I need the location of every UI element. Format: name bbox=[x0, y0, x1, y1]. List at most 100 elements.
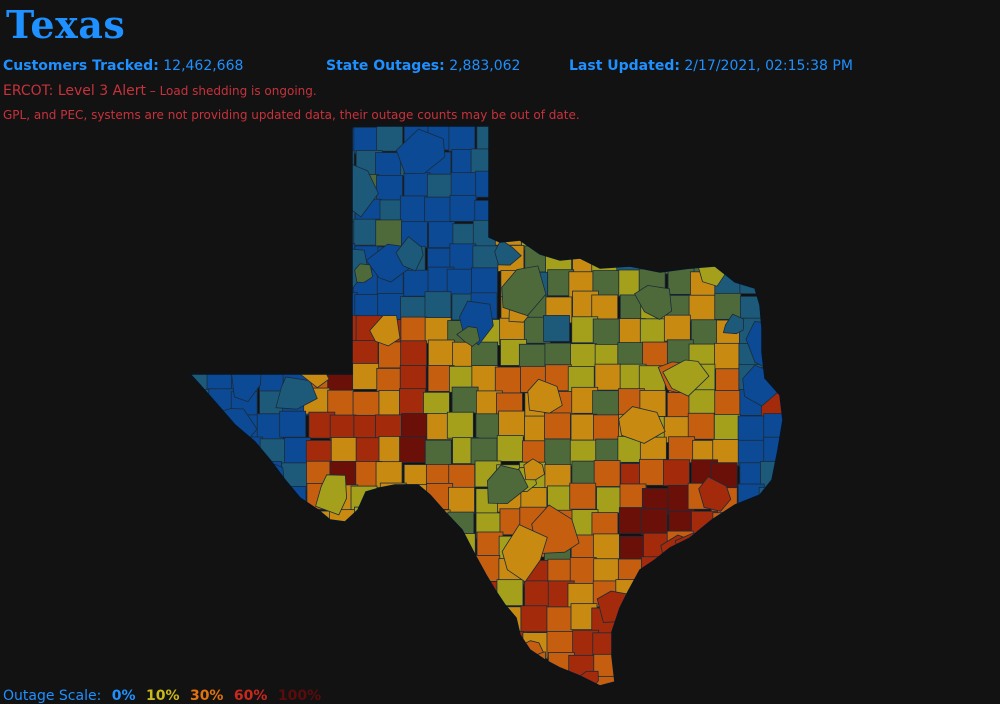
county-shape[interactable] bbox=[317, 606, 339, 627]
county-shape[interactable] bbox=[428, 221, 455, 249]
county-shape[interactable] bbox=[496, 435, 524, 462]
county-shape[interactable] bbox=[232, 343, 260, 371]
county-shape[interactable] bbox=[687, 583, 715, 611]
county-shape[interactable] bbox=[399, 365, 427, 392]
county-shape[interactable] bbox=[782, 314, 809, 342]
county-shape[interactable] bbox=[187, 125, 214, 152]
county-shape[interactable] bbox=[789, 629, 815, 655]
county-shape[interactable] bbox=[523, 458, 545, 481]
county-shape[interactable] bbox=[279, 173, 307, 201]
county-shape[interactable] bbox=[448, 125, 476, 152]
county-shape[interactable] bbox=[446, 675, 474, 702]
county-shape[interactable] bbox=[690, 535, 718, 562]
county-shape[interactable] bbox=[544, 438, 572, 466]
county-shape[interactable] bbox=[543, 199, 571, 227]
county-shape[interactable] bbox=[395, 236, 424, 272]
county-shape[interactable] bbox=[715, 243, 743, 271]
county-shape[interactable] bbox=[593, 558, 621, 586]
county-shape[interactable] bbox=[187, 655, 214, 683]
county-shape[interactable] bbox=[282, 650, 310, 678]
county-shape[interactable] bbox=[501, 265, 547, 317]
county-shape[interactable] bbox=[281, 631, 309, 659]
county-shape[interactable] bbox=[638, 579, 666, 607]
county-shape[interactable] bbox=[208, 608, 236, 635]
county-shape[interactable] bbox=[762, 319, 789, 346]
county-shape[interactable] bbox=[184, 295, 211, 323]
county-shape[interactable] bbox=[304, 171, 332, 198]
county-shape[interactable] bbox=[619, 483, 647, 511]
county-shape[interactable] bbox=[304, 315, 332, 343]
county-shape[interactable] bbox=[762, 198, 789, 226]
county-shape[interactable] bbox=[495, 653, 523, 681]
county-shape[interactable] bbox=[447, 604, 475, 632]
county-shape[interactable] bbox=[688, 171, 716, 199]
county-shape[interactable] bbox=[399, 508, 427, 536]
county-shape[interactable] bbox=[189, 414, 216, 442]
county-shape[interactable] bbox=[643, 244, 671, 272]
county-shape[interactable] bbox=[711, 162, 751, 197]
county-shape[interactable] bbox=[304, 560, 332, 588]
county-shape[interactable] bbox=[186, 604, 213, 631]
county-shape[interactable] bbox=[330, 602, 358, 630]
county-shape[interactable] bbox=[257, 340, 285, 368]
county-shape[interactable] bbox=[185, 244, 212, 272]
county-shape[interactable] bbox=[618, 406, 666, 444]
county-shape[interactable] bbox=[641, 628, 669, 656]
county-shape[interactable] bbox=[229, 177, 266, 234]
county-shape[interactable] bbox=[578, 670, 599, 692]
county-shape[interactable] bbox=[521, 198, 549, 226]
county-shape[interactable] bbox=[695, 639, 731, 681]
county-shape[interactable] bbox=[499, 151, 527, 179]
county-shape[interactable] bbox=[207, 651, 235, 679]
county-shape[interactable] bbox=[427, 339, 455, 367]
county-shape[interactable] bbox=[785, 272, 811, 298]
county-shape[interactable] bbox=[544, 412, 571, 440]
county-shape[interactable] bbox=[738, 197, 766, 225]
county-shape[interactable] bbox=[399, 195, 427, 223]
county-shape[interactable] bbox=[330, 437, 358, 464]
county-shape[interactable] bbox=[279, 531, 307, 559]
county-shape[interactable] bbox=[758, 607, 785, 634]
county-shape[interactable] bbox=[187, 272, 214, 299]
county-shape[interactable] bbox=[377, 293, 405, 320]
county-shape[interactable] bbox=[379, 602, 406, 630]
county-shape[interactable] bbox=[494, 239, 522, 266]
county-shape[interactable] bbox=[763, 267, 790, 295]
county-shape[interactable] bbox=[426, 173, 454, 201]
county-shape[interactable] bbox=[375, 557, 402, 585]
county-shape[interactable] bbox=[764, 656, 791, 684]
county-shape[interactable] bbox=[186, 195, 213, 222]
county-shape[interactable] bbox=[332, 314, 359, 342]
county-shape[interactable] bbox=[212, 316, 239, 343]
county-shape[interactable] bbox=[448, 486, 475, 514]
county-shape[interactable] bbox=[208, 271, 236, 298]
county-shape[interactable] bbox=[352, 391, 380, 418]
county-shape[interactable] bbox=[690, 654, 717, 681]
county-shape[interactable] bbox=[256, 534, 284, 562]
county-shape[interactable] bbox=[739, 675, 767, 701]
county-shape[interactable] bbox=[424, 439, 452, 467]
county-shape[interactable] bbox=[328, 243, 356, 270]
county-shape[interactable] bbox=[447, 580, 475, 608]
county-shape[interactable] bbox=[788, 175, 814, 201]
county-shape[interactable] bbox=[713, 414, 741, 441]
county-shape[interactable] bbox=[739, 267, 767, 295]
county-shape[interactable] bbox=[690, 319, 718, 347]
county-shape[interactable] bbox=[206, 462, 234, 490]
county-shape[interactable] bbox=[762, 126, 789, 154]
county-shape[interactable] bbox=[591, 246, 619, 273]
county-shape[interactable] bbox=[424, 291, 452, 319]
county-shape[interactable] bbox=[279, 603, 307, 631]
county-shape[interactable] bbox=[210, 533, 238, 560]
county-shape[interactable] bbox=[591, 220, 618, 248]
county-shape[interactable] bbox=[426, 608, 454, 636]
county-shape[interactable] bbox=[211, 194, 238, 222]
county-shape[interactable] bbox=[351, 536, 379, 564]
county-shape[interactable] bbox=[642, 341, 669, 369]
county-shape[interactable] bbox=[184, 436, 211, 464]
county-shape[interactable] bbox=[236, 150, 263, 178]
county-shape[interactable] bbox=[737, 415, 765, 443]
county-shape[interactable] bbox=[478, 653, 512, 685]
county-shape[interactable] bbox=[641, 172, 668, 200]
